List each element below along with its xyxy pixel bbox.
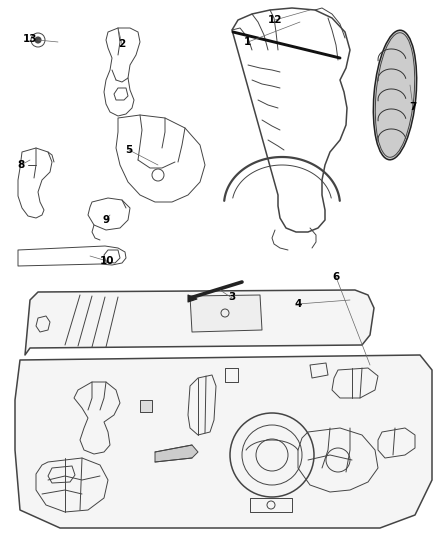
Polygon shape [25,290,374,355]
Text: 10: 10 [100,256,115,266]
Polygon shape [190,295,262,332]
Circle shape [35,37,41,43]
Text: 8: 8 [18,160,25,170]
Text: 6: 6 [333,272,340,282]
Text: 4: 4 [294,299,301,309]
Polygon shape [155,445,198,462]
Polygon shape [140,400,152,412]
Ellipse shape [373,30,417,160]
Text: 3: 3 [229,293,236,302]
Polygon shape [15,355,432,528]
Polygon shape [188,295,197,302]
Text: 12: 12 [268,15,283,25]
Text: 13: 13 [22,34,37,44]
Text: 2: 2 [118,39,125,49]
Text: 7: 7 [409,102,416,111]
Text: 1: 1 [244,37,251,46]
Text: 5: 5 [126,146,133,155]
Text: 9: 9 [102,215,110,224]
